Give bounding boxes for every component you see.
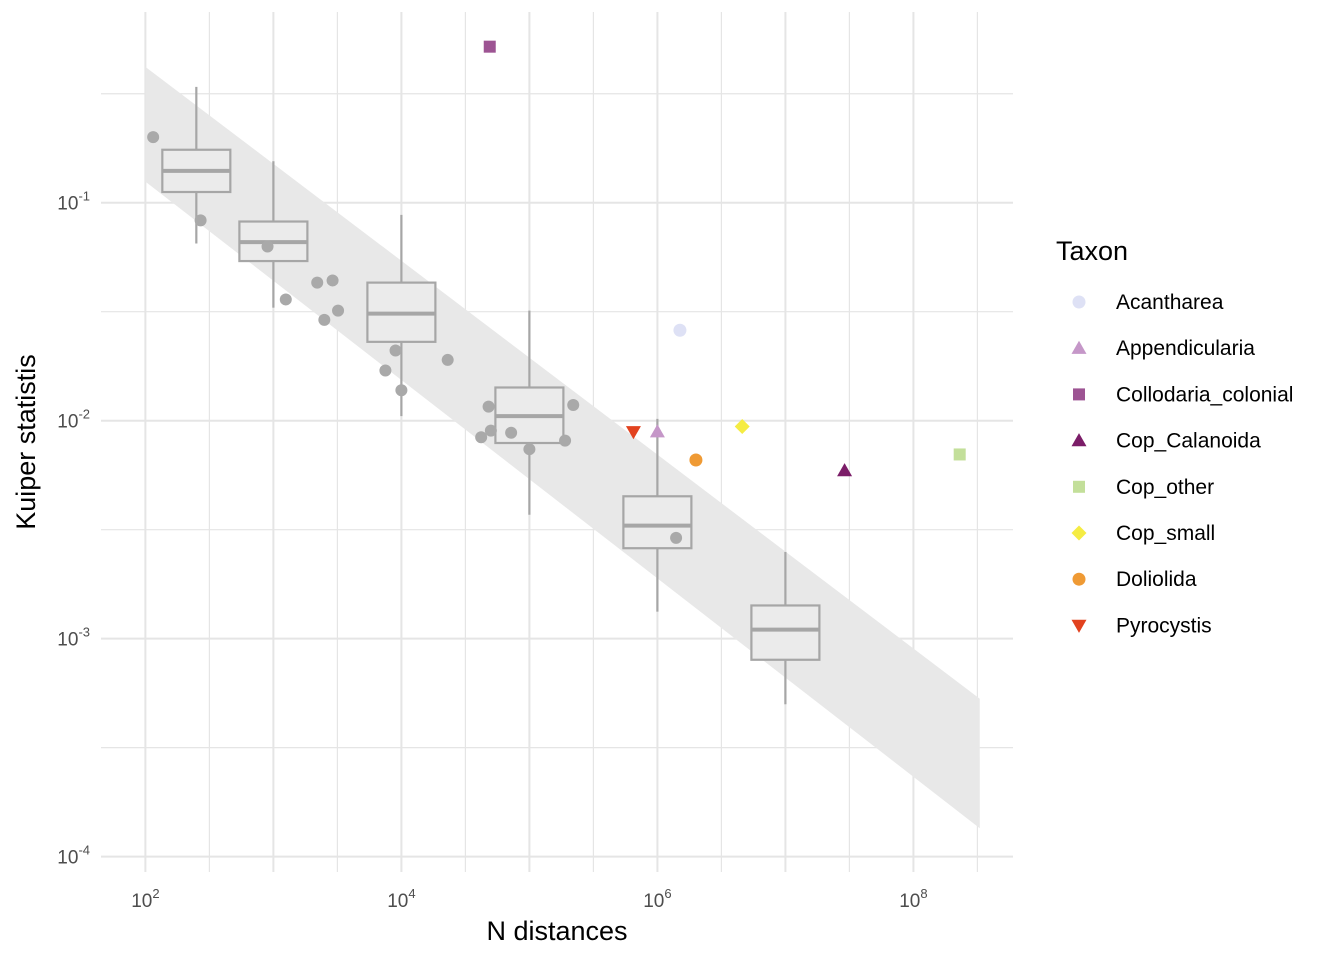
boxplot-box: [750, 604, 821, 661]
legend-key: [1073, 388, 1085, 401]
legend-key: [1071, 525, 1087, 541]
taxon-point-collodaria-colonial: [483, 40, 496, 53]
legend-item: Collodaria_colonial: [1073, 383, 1293, 406]
taxon-points: [483, 40, 966, 477]
x-tick-label: 102: [131, 886, 159, 912]
background-point: [484, 424, 497, 437]
taxon-point-cop-calanoida: [837, 463, 853, 477]
background-point: [332, 304, 345, 317]
background-point: [194, 214, 207, 227]
legend: Taxon Acantharea Appendicularia Collodaria…: [1056, 236, 1293, 637]
legend-title: Taxon: [1056, 236, 1128, 266]
background-point: [261, 240, 274, 253]
legend-key: [1073, 480, 1085, 493]
boxplot: [750, 551, 821, 705]
legend-label: Appendicularia: [1116, 337, 1255, 360]
y-axis-title: Kuiper statistis: [11, 354, 41, 530]
legend-item: Cop_other: [1073, 476, 1214, 499]
taxon-point-pyrocystis: [625, 426, 641, 440]
background-points: [147, 131, 683, 544]
legend-label: Cop_small: [1116, 522, 1215, 545]
taxon-point-cop-small: [734, 419, 750, 435]
y-tick-label: 10-4: [57, 843, 90, 869]
background-point: [567, 399, 580, 412]
taxon-point-doliolida: [689, 453, 703, 467]
legend-key: [1071, 340, 1087, 354]
background-point: [147, 131, 160, 144]
taxon-point-appendicularia: [649, 424, 665, 438]
y-tick-label: 10-1: [57, 189, 90, 215]
prediction-band: [145, 66, 980, 829]
background-point: [395, 384, 408, 397]
background-point: [505, 426, 518, 439]
background-point: [523, 443, 536, 456]
legend-key: [1071, 433, 1087, 447]
background-point: [279, 293, 292, 306]
x-tick-label: 106: [643, 886, 671, 912]
legend-item: Cop_Calanoida: [1071, 430, 1261, 453]
background-point: [441, 353, 454, 366]
background-point: [475, 431, 488, 444]
background-point: [559, 434, 572, 447]
x-axis-ticks: 102 104 106 108: [131, 886, 927, 912]
boxplot: [366, 214, 437, 417]
background-point: [311, 276, 324, 289]
x-axis-title: N distances: [486, 916, 627, 946]
legend-label: Collodaria_colonial: [1116, 383, 1293, 406]
taxon-point-cop-other: [953, 448, 966, 461]
legend-label: Cop_other: [1116, 476, 1214, 499]
legend-label: Acantharea: [1116, 291, 1224, 314]
y-tick-label: 10-3: [57, 625, 90, 651]
legend-item: Cop_small: [1071, 522, 1215, 545]
legend-key: [1072, 572, 1086, 586]
x-tick-label: 108: [899, 886, 927, 912]
x-tick-label: 104: [387, 886, 415, 912]
taxon-point-acantharea: [673, 323, 687, 337]
background-point: [379, 364, 392, 377]
boxplot: [238, 161, 309, 308]
y-axis-ticks: 10-1 10-2 10-3 10-4: [57, 189, 90, 869]
boxplot: [161, 86, 232, 244]
background-point: [670, 531, 683, 544]
y-tick-label: 10-2: [57, 407, 90, 433]
legend-label: Doliolida: [1116, 568, 1197, 591]
prediction-band-area: [145, 66, 980, 829]
legend-item: Pyrocystis: [1071, 614, 1212, 637]
legend-item: Acantharea: [1072, 291, 1224, 314]
legend-key: [1071, 619, 1087, 633]
legend-key: [1072, 295, 1086, 309]
background-point: [326, 274, 339, 287]
legend-label: Cop_Calanoida: [1116, 430, 1261, 453]
background-point: [389, 344, 402, 357]
legend-label: Pyrocystis: [1116, 614, 1212, 637]
background-point: [482, 400, 495, 413]
legend-item: Doliolida: [1072, 568, 1197, 591]
background-point: [318, 313, 331, 326]
legend-item: Appendicularia: [1071, 337, 1255, 360]
